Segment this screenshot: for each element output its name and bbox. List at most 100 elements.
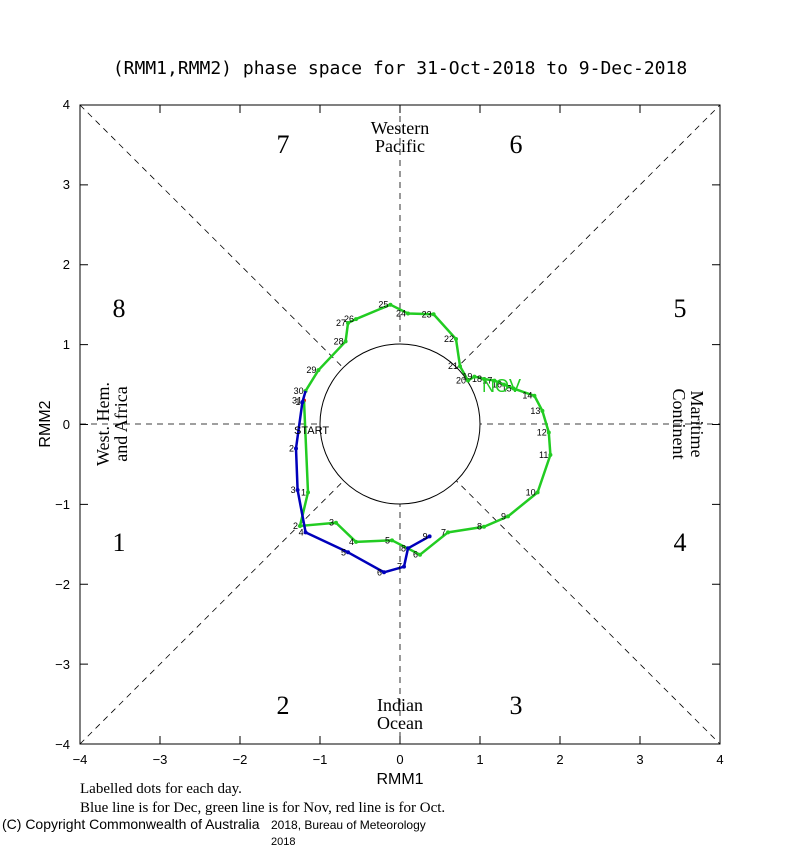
- region-labels: Western Pacific Indian Ocean West. Hem. …: [93, 118, 707, 733]
- x-tick-label: −1: [313, 752, 328, 767]
- day-point: [532, 393, 537, 398]
- phase-number-2: 2: [277, 691, 290, 720]
- day-point: [431, 312, 436, 317]
- y-tick-label: −3: [55, 657, 70, 672]
- day-label: 1: [301, 487, 306, 497]
- day-label: 10: [526, 487, 536, 497]
- phase-number-7: 7: [277, 130, 290, 159]
- day-point: [546, 430, 551, 435]
- day-label: 3: [291, 485, 296, 495]
- day-point: [298, 523, 302, 528]
- day-point: [294, 446, 298, 451]
- day-point: [482, 376, 486, 381]
- day-label: 30: [294, 386, 304, 396]
- day-label: 19: [462, 372, 472, 382]
- day-point: [295, 487, 300, 492]
- day-point: [535, 490, 540, 495]
- region-label-top-line2: Pacific: [375, 136, 425, 156]
- phase-number-5: 5: [674, 294, 687, 323]
- y-tick-labels: −4 −3 −2 −1 0 1 2 3 4: [55, 97, 70, 752]
- day-label: 7: [397, 562, 402, 572]
- day-point: [334, 520, 338, 525]
- phase-number-8: 8: [113, 294, 126, 323]
- x-tick-labels: −4 −3 −2 −1 0 1 2 3 4: [73, 752, 724, 767]
- day-label: 20: [456, 376, 466, 386]
- x-tick-label: 1: [476, 752, 483, 767]
- day-label: 3: [329, 518, 334, 528]
- day-label: 22: [444, 334, 454, 344]
- y-tick-label: −1: [55, 497, 70, 512]
- day-point: [406, 311, 410, 316]
- day-point: [306, 490, 310, 495]
- note-line-1: Labelled dots for each day.: [80, 781, 242, 797]
- day-point: [382, 570, 386, 575]
- day-point: [472, 374, 477, 379]
- y-axis-title: RMM2: [37, 400, 54, 447]
- day-point: [354, 539, 358, 544]
- day-label: 1: [295, 397, 300, 407]
- day-label: 8: [477, 522, 482, 532]
- day-label: 2: [289, 443, 294, 453]
- day-label: 21: [448, 361, 458, 371]
- day-point: [502, 382, 506, 387]
- y-tick-label: 4: [63, 97, 70, 112]
- phase-number-3: 3: [510, 691, 523, 720]
- note-line-2: Blue line is for Dec, green line is for …: [80, 800, 445, 816]
- day-label: 9: [423, 531, 428, 541]
- day-label: 27: [336, 318, 346, 328]
- x-tick-label: 0: [396, 752, 403, 767]
- day-label: 31: [292, 396, 302, 406]
- phase-number-1: 1: [113, 528, 126, 557]
- x-tick-label: 3: [636, 752, 643, 767]
- x-tick-label: −4: [73, 752, 88, 767]
- series-line-dec: [294, 390, 431, 574]
- day-label: 26: [344, 314, 354, 324]
- day-point: [343, 339, 348, 344]
- day-label: 9: [501, 511, 506, 521]
- day-point: [540, 408, 545, 413]
- copyright-year: 2018: [271, 836, 295, 848]
- phase-number-4: 4: [674, 528, 687, 557]
- day-point: [454, 337, 458, 342]
- y-tick-label: 2: [63, 257, 70, 272]
- x-axis-title: RMM1: [376, 771, 423, 788]
- copyright-text: (C) Copyright Commonwealth of Australia: [2, 816, 260, 832]
- day-point: [300, 400, 305, 405]
- x-tick-label: 2: [556, 752, 563, 767]
- day-label: 4: [299, 527, 304, 537]
- day-label: 28: [334, 336, 344, 346]
- day-label: 23: [422, 309, 432, 319]
- day-label: 11: [539, 450, 548, 460]
- region-label-right-line1: Maritime: [687, 391, 707, 458]
- day-point: [388, 302, 393, 307]
- phase-number-6: 6: [510, 130, 523, 159]
- day-label: 16: [492, 380, 502, 390]
- day-point: [390, 538, 394, 543]
- day-point: [418, 552, 422, 557]
- day-label: 15: [502, 384, 512, 394]
- day-point: [511, 386, 516, 391]
- day-label: 2: [293, 521, 298, 531]
- y-tick-label: 3: [63, 177, 70, 192]
- y-tick-label: 1: [63, 337, 70, 352]
- chart-title: (RMM1,RMM2) phase space for 31-Oct-2018 …: [113, 58, 687, 79]
- day-label: 4: [349, 537, 354, 547]
- day-point: [506, 514, 510, 519]
- region-label-left-line1: West. Hem.: [93, 382, 113, 466]
- day-label: 29: [306, 365, 316, 375]
- day-point: [316, 368, 321, 373]
- day-label: 8: [401, 543, 406, 553]
- region-label-right-line2: Continent: [669, 389, 689, 460]
- region-label-bottom-line2: Ocean: [377, 713, 423, 733]
- day-point: [402, 564, 406, 569]
- x-tick-label: −3: [153, 752, 168, 767]
- day-label: 5: [385, 535, 390, 545]
- day-label: 24: [396, 308, 406, 318]
- day-point: [458, 364, 462, 369]
- day-label: 18: [472, 374, 482, 384]
- day-point: [346, 550, 350, 555]
- day-label: 6: [413, 550, 418, 560]
- day-label: 6: [377, 567, 382, 577]
